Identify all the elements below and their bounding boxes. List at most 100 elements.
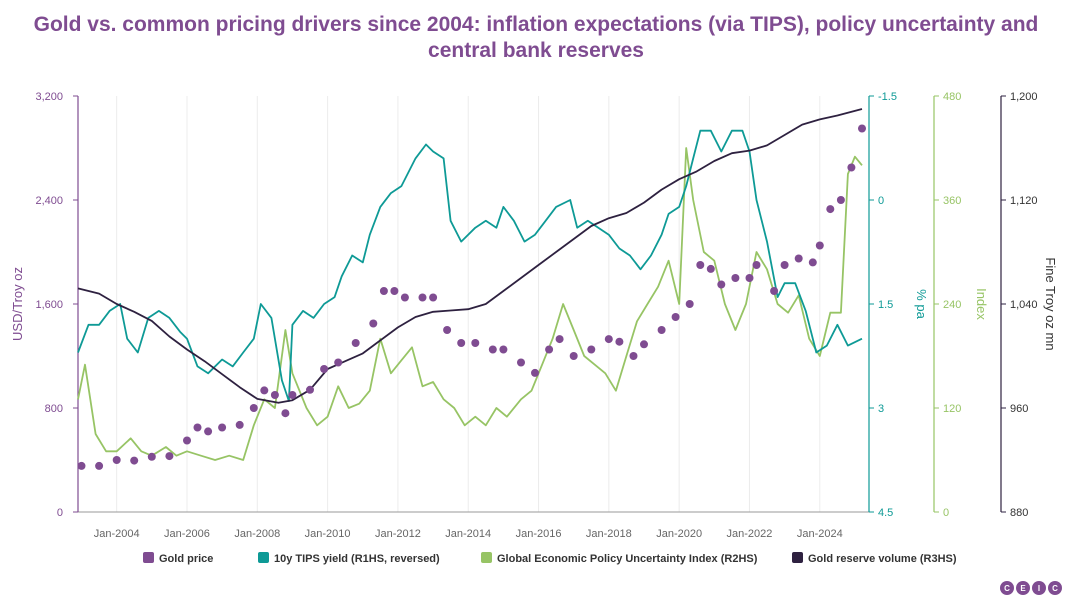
legend-swatch-3 <box>792 552 803 563</box>
tick-label-r1-2: 1.5 <box>878 299 893 311</box>
x-tick-label-10: Jan-2024 <box>797 528 843 540</box>
gold-price-point-56 <box>836 196 845 204</box>
gold-price-point-46 <box>717 280 726 289</box>
gold-price-point-22 <box>390 287 399 295</box>
tick-label-r3-1: 960 <box>1010 403 1028 415</box>
tick-label-r2-4: 480 <box>943 91 961 103</box>
gold-price-point-57 <box>847 163 856 172</box>
gold-price-point-5 <box>165 452 174 461</box>
logo-letter-1: E <box>1016 581 1030 595</box>
x-tick-label-8: Jan-2020 <box>656 528 702 540</box>
tick-label-left-0: 0 <box>57 507 63 519</box>
gold-price-point-25 <box>429 293 438 302</box>
tick-label-r2-0: 0 <box>943 507 949 519</box>
tick-label-r1-1: 0 <box>878 195 884 207</box>
series-line-3 <box>77 108 863 404</box>
gold-price-point-20 <box>369 319 378 328</box>
gold-price-point-3 <box>130 456 139 465</box>
x-tick-label-6: Jan-2016 <box>516 528 562 540</box>
gold-price-point-34 <box>555 335 564 344</box>
gold-price-point-40 <box>640 340 648 349</box>
logo-letter-3: C <box>1048 581 1062 595</box>
x-tick-label-0: Jan-2004 <box>94 528 140 540</box>
tick-label-left-3: 2,400 <box>35 195 63 207</box>
legend-swatch-1 <box>258 552 269 563</box>
tick-label-left-1: 800 <box>45 403 63 415</box>
gold-price-point-31 <box>517 358 525 367</box>
gold-price-point-11 <box>249 404 258 412</box>
gold-price-point-23 <box>400 293 409 302</box>
gold-price-point-55 <box>826 205 835 214</box>
gold-price-point-2 <box>112 456 121 464</box>
gold-price-point-38 <box>615 337 624 346</box>
gold-price-point-58 <box>858 124 866 133</box>
legend-label-2: Global Economic Policy Uncertainty Index… <box>497 553 758 565</box>
gold-price-point-0 <box>77 461 86 470</box>
gold-price-point-50 <box>770 287 779 295</box>
tick-label-r3-0: 880 <box>1010 507 1028 519</box>
x-tick-label-1: Jan-2006 <box>164 528 210 540</box>
x-tick-label-7: Jan-2018 <box>586 528 632 540</box>
gold-price-point-14 <box>281 409 290 418</box>
legend-label-3: Gold reserve volume (R3HS) <box>808 553 957 565</box>
gold-price-point-18 <box>334 358 343 367</box>
gold-price-point-16 <box>306 385 314 394</box>
gold-price-point-19 <box>351 339 360 347</box>
gold-price-point-54 <box>815 241 824 250</box>
tick-label-r3-3: 1,120 <box>1010 195 1038 207</box>
chart-title-line-1: Gold vs. common pricing drivers since 20… <box>33 13 1039 36</box>
gold-price-point-1 <box>95 461 104 470</box>
gold-price-point-10 <box>235 420 244 429</box>
tick-label-r3-2: 1,040 <box>1010 299 1038 311</box>
tick-label-r1-3: 3 <box>878 403 884 415</box>
legend-swatch-0 <box>143 552 154 563</box>
gold-price-point-27 <box>457 339 466 347</box>
gold-price-point-15 <box>288 391 297 399</box>
x-tick-label-4: Jan-2012 <box>375 528 421 540</box>
axis-title-r2: Index <box>974 288 989 320</box>
gold-price-point-30 <box>499 345 508 354</box>
gold-price-point-26 <box>443 326 452 334</box>
series-line-1 <box>77 129 863 402</box>
gold-price-point-39 <box>629 352 638 360</box>
tick-label-r2-2: 240 <box>943 299 961 311</box>
gold-price-point-37 <box>604 335 613 344</box>
tick-label-r2-1: 120 <box>943 403 961 415</box>
gold-price-point-49 <box>752 261 761 269</box>
gold-price-point-36 <box>587 345 596 354</box>
gold-price-point-44 <box>696 261 705 269</box>
tick-label-left-4: 3,200 <box>35 91 63 103</box>
chart-title: Gold vs. common pricing drivers since 20… <box>0 12 1072 64</box>
gold-price-point-51 <box>780 261 789 269</box>
tick-label-r2-3: 360 <box>943 195 961 207</box>
gold-price-point-21 <box>379 287 388 295</box>
gold-price-point-33 <box>545 345 554 354</box>
gold-price-point-53 <box>808 258 817 267</box>
x-tick-label-3: Jan-2010 <box>305 528 351 540</box>
axis-title-r3: Fine Troy oz mn <box>1043 257 1058 350</box>
gold-price-point-43 <box>685 300 694 308</box>
gold-price-point-4 <box>147 452 156 461</box>
gold-price-point-13 <box>270 391 279 399</box>
gold-price-point-12 <box>260 386 269 395</box>
logo-letter-0: C <box>1000 581 1014 595</box>
gold-price-point-48 <box>745 274 754 282</box>
gold-price-point-24 <box>418 293 427 302</box>
x-tick-label-5: Jan-2014 <box>445 528 491 540</box>
gold-price-point-41 <box>657 326 666 334</box>
gold-price-point-45 <box>706 264 715 273</box>
x-tick-label-2: Jan-2008 <box>234 528 280 540</box>
gold-price-point-29 <box>488 345 497 354</box>
gold-price-point-42 <box>671 313 680 321</box>
series-line-2 <box>77 147 863 461</box>
legend-swatch-2 <box>481 552 492 563</box>
gold-price-point-47 <box>731 274 740 282</box>
chart-title-line-2: central bank reserves <box>428 39 644 62</box>
axis-title-r1: % pa <box>914 289 929 319</box>
tick-label-r3-4: 1,200 <box>1010 91 1038 103</box>
gold-price-point-7 <box>193 423 202 432</box>
x-tick-label-9: Jan-2022 <box>727 528 773 540</box>
gold-price-point-17 <box>320 365 329 373</box>
